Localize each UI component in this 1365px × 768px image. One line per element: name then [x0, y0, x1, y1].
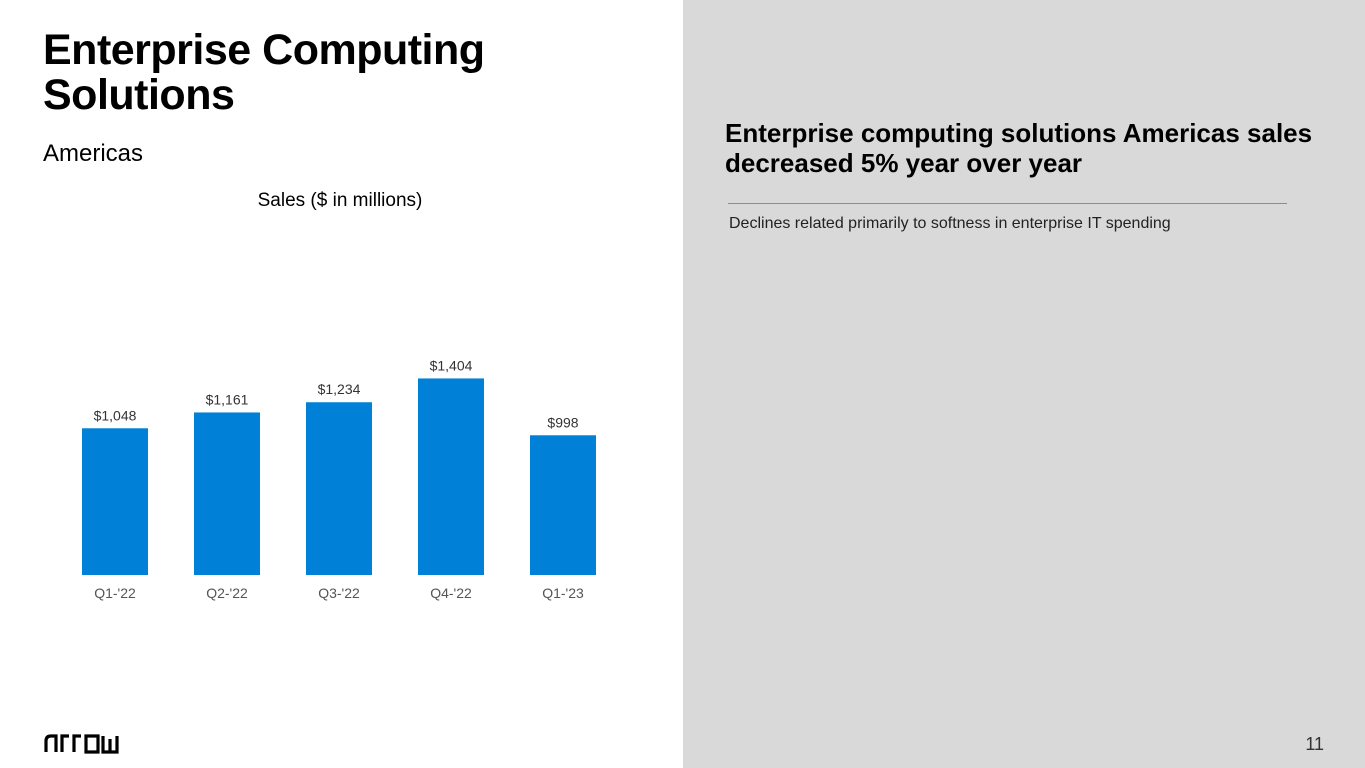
- left-panel: Enterprise Computing Solutions Americas …: [43, 26, 596, 754]
- right-panel: [683, 0, 1365, 768]
- page-title: Enterprise Computing Solutions: [43, 26, 485, 119]
- bar-2: [306, 402, 372, 575]
- page-subtitle: Americas: [43, 140, 144, 167]
- data-label-2: $1,234: [318, 381, 361, 397]
- bar-4: [530, 435, 596, 575]
- x-tick-label-0: Q1-'22: [94, 585, 136, 601]
- arrow-logo-icon: [44, 734, 119, 754]
- bullet-text: Declines related primarily to softness i…: [729, 215, 1171, 232]
- data-label-1: $1,161: [206, 391, 249, 407]
- bar-1: [194, 412, 260, 575]
- bar-0: [82, 428, 148, 575]
- headline: Enterprise computing solutions Americas …: [725, 118, 1313, 178]
- sales-bar-chart: $1,048 Q1-'22 $1,161 Q2-'22 $1,234 Q3-'22 $1,4…: [82, 357, 596, 601]
- x-tick-label-4: Q1-'23: [542, 585, 584, 601]
- data-label-0: $1,048: [94, 407, 137, 423]
- data-label-4: $998: [547, 414, 578, 430]
- chart-title: Sales ($ in millions): [257, 190, 423, 211]
- x-tick-label-2: Q3-'22: [318, 585, 360, 601]
- data-label-3: $1,404: [430, 357, 473, 373]
- bar-3: [418, 378, 484, 575]
- page-number: 11: [1305, 734, 1324, 754]
- x-tick-label-1: Q2-'22: [206, 585, 248, 601]
- divider: [728, 203, 1287, 204]
- x-tick-label-3: Q4-'22: [430, 585, 472, 601]
